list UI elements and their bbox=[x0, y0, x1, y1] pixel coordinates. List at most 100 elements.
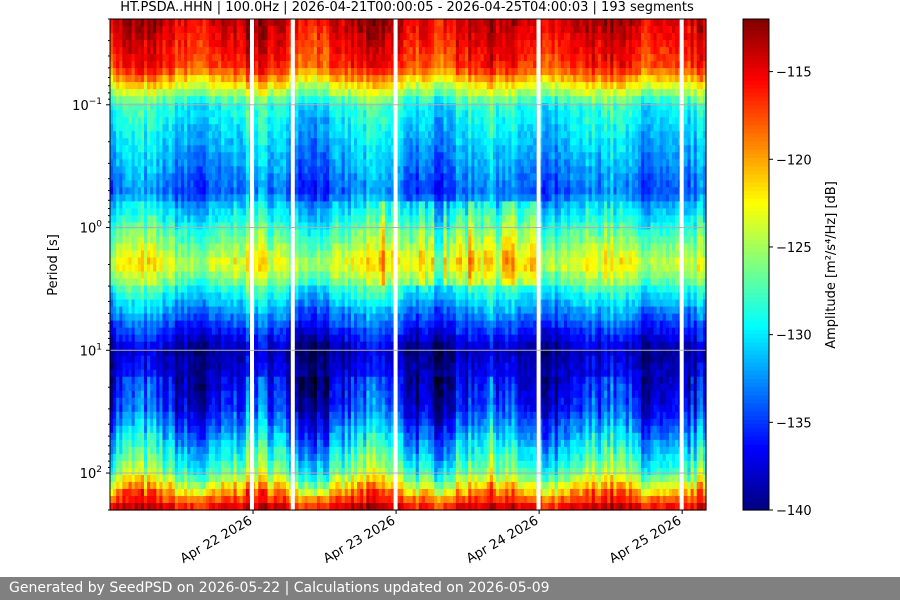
heatmap-cell bbox=[122, 376, 127, 385]
heatmap-cell bbox=[150, 47, 154, 55]
heatmap-cell bbox=[140, 222, 145, 231]
heatmap-cell bbox=[137, 138, 142, 146]
heatmap-cell bbox=[125, 411, 130, 420]
heatmap-cell bbox=[147, 439, 151, 448]
heatmap-cell bbox=[140, 173, 145, 181]
heatmap-cell bbox=[140, 180, 145, 188]
heatmap-cell bbox=[113, 159, 117, 167]
heatmap-cell bbox=[187, 320, 191, 329]
heatmap-cell bbox=[153, 103, 157, 111]
heatmap-cell bbox=[134, 411, 139, 420]
heatmap-cell bbox=[143, 131, 148, 139]
heatmap-cell bbox=[202, 19, 207, 27]
heatmap-cell bbox=[184, 334, 188, 343]
heatmap-cell bbox=[116, 166, 120, 174]
heatmap-cell bbox=[174, 390, 179, 399]
heatmap-cell bbox=[202, 341, 207, 350]
heatmap-cell bbox=[128, 383, 133, 392]
heatmap-cell bbox=[205, 61, 210, 69]
heatmap-cell bbox=[116, 33, 120, 41]
heatmap-cell bbox=[153, 495, 157, 504]
heatmap-cell bbox=[125, 467, 130, 476]
heatmap-cell bbox=[113, 96, 117, 104]
heatmap-cell bbox=[143, 355, 148, 364]
heatmap-cell bbox=[156, 173, 161, 181]
heatmap-cell bbox=[140, 355, 145, 364]
heatmap-cell bbox=[156, 411, 161, 420]
heatmap-cell bbox=[193, 425, 198, 434]
heatmap-cell bbox=[156, 376, 161, 385]
heatmap-cell bbox=[122, 61, 127, 69]
heatmap-cell bbox=[147, 446, 151, 455]
heatmap-cell bbox=[153, 61, 157, 69]
heatmap-cell bbox=[174, 26, 179, 34]
heatmap-cell bbox=[174, 306, 179, 315]
heatmap-cell bbox=[143, 180, 148, 188]
heatmap-cell bbox=[205, 180, 210, 188]
heatmap-cell bbox=[156, 299, 161, 308]
heatmap-cell bbox=[205, 47, 210, 55]
heatmap-cell bbox=[116, 341, 120, 350]
heatmap-cell bbox=[193, 404, 198, 413]
heatmap-cell bbox=[143, 236, 148, 245]
heatmap-cell bbox=[116, 320, 120, 329]
heatmap-cell bbox=[184, 264, 188, 273]
heatmap-cell bbox=[205, 82, 210, 90]
heatmap-cell bbox=[128, 299, 133, 308]
heatmap-cell bbox=[110, 299, 114, 308]
heatmap-cell bbox=[162, 271, 167, 280]
heatmap-cell bbox=[177, 439, 182, 448]
heatmap-cell bbox=[113, 341, 117, 350]
heatmap-cell bbox=[150, 250, 154, 259]
heatmap-cell bbox=[147, 397, 151, 406]
heatmap-cell bbox=[122, 33, 127, 41]
heatmap-cell bbox=[187, 166, 191, 174]
heatmap-cell bbox=[199, 453, 204, 462]
heatmap-cell bbox=[181, 369, 185, 378]
heatmap-cell bbox=[162, 411, 167, 420]
heatmap-cell bbox=[113, 453, 117, 462]
heatmap-cell bbox=[156, 271, 161, 280]
heatmap-cell bbox=[113, 327, 117, 336]
heatmap-cell bbox=[116, 383, 120, 392]
heatmap-cell bbox=[125, 19, 130, 27]
heatmap-cell bbox=[187, 453, 191, 462]
heatmap-cell bbox=[128, 460, 133, 469]
heatmap-cell bbox=[202, 488, 207, 497]
heatmap-cell bbox=[156, 54, 161, 62]
heatmap-cell bbox=[184, 355, 188, 364]
heatmap-cell bbox=[137, 292, 142, 301]
heatmap-cell bbox=[159, 460, 164, 469]
heatmap-cell bbox=[177, 453, 182, 462]
heatmap-cell bbox=[113, 82, 117, 90]
heatmap-cell bbox=[181, 19, 185, 27]
heatmap-cell bbox=[122, 327, 127, 336]
heatmap-cell bbox=[125, 173, 130, 181]
heatmap-cell bbox=[159, 75, 164, 83]
heatmap-cell bbox=[143, 187, 148, 195]
heatmap-cell bbox=[110, 103, 114, 111]
heatmap-cell bbox=[162, 341, 167, 350]
heatmap-cell bbox=[162, 75, 167, 83]
heatmap-cell bbox=[122, 495, 127, 504]
heatmap-cell bbox=[190, 341, 194, 350]
heatmap-cell bbox=[168, 33, 173, 41]
heatmap-cell bbox=[150, 222, 154, 231]
heatmap-cell bbox=[143, 334, 148, 343]
heatmap-cell bbox=[134, 110, 139, 118]
heatmap-cell bbox=[140, 229, 145, 238]
heatmap-cell bbox=[177, 474, 182, 483]
heatmap-cell bbox=[174, 362, 179, 371]
heatmap-cell bbox=[196, 383, 201, 392]
heatmap-cell bbox=[196, 26, 201, 34]
heatmap-cell bbox=[174, 173, 179, 181]
heatmap-cell bbox=[187, 110, 191, 118]
heatmap-cell bbox=[168, 180, 173, 188]
heatmap-cell bbox=[199, 411, 204, 420]
heatmap-cell bbox=[190, 201, 194, 209]
heatmap-cell bbox=[202, 425, 207, 434]
heatmap-cell bbox=[199, 131, 204, 139]
heatmap-cell bbox=[159, 264, 164, 273]
heatmap-cell bbox=[140, 488, 145, 497]
heatmap-cell bbox=[187, 327, 191, 336]
